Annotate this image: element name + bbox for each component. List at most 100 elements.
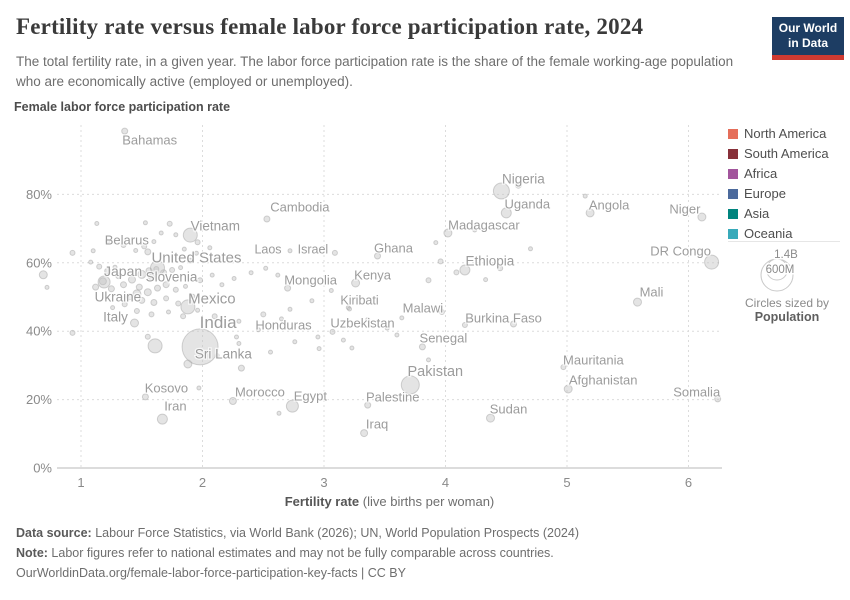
data-point[interactable] [426, 357, 431, 363]
data-point-ghana[interactable] [374, 252, 381, 260]
data-point-dr-congo[interactable] [704, 254, 720, 270]
data-point[interactable] [384, 325, 390, 331]
data-point[interactable] [248, 270, 254, 276]
data-point[interactable] [433, 240, 439, 246]
data-point[interactable] [231, 276, 237, 281]
data-point-pakistan[interactable] [400, 375, 420, 395]
data-point-palestine[interactable] [364, 401, 372, 409]
data-point[interactable] [345, 305, 351, 311]
data-point[interactable] [260, 311, 267, 318]
data-point[interactable] [211, 313, 218, 320]
data-point[interactable] [98, 277, 107, 286]
legend-item-africa[interactable]: Africa [728, 166, 846, 181]
data-point[interactable] [94, 221, 100, 226]
data-point[interactable] [69, 249, 76, 256]
data-point-morocco[interactable] [228, 397, 237, 405]
data-point[interactable] [104, 267, 112, 275]
data-point[interactable] [141, 243, 148, 250]
data-point-senegal[interactable] [418, 343, 426, 351]
data-point[interactable] [69, 329, 76, 336]
data-point[interactable] [255, 327, 261, 333]
data-point[interactable] [437, 258, 444, 265]
data-point[interactable] [135, 283, 143, 291]
data-point-bahamas[interactable] [121, 127, 129, 135]
data-point[interactable] [147, 338, 163, 354]
data-point[interactable] [193, 250, 199, 256]
data-point[interactable] [214, 353, 220, 358]
data-point[interactable] [315, 334, 321, 340]
data-point[interactable] [194, 239, 201, 246]
data-point[interactable] [180, 313, 187, 320]
data-point[interactable] [173, 232, 179, 238]
data-point[interactable] [209, 272, 215, 278]
data-point-kenya[interactable] [351, 278, 361, 288]
data-point[interactable] [151, 239, 157, 245]
data-point-kiribati[interactable] [347, 306, 352, 312]
data-point-mauritania[interactable] [560, 364, 567, 371]
data-point[interactable] [309, 298, 315, 304]
data-point[interactable] [137, 269, 147, 279]
data-point[interactable] [394, 332, 400, 338]
data-point[interactable] [181, 246, 187, 252]
data-point[interactable] [120, 281, 127, 289]
data-point[interactable] [126, 293, 134, 301]
data-point[interactable] [166, 309, 171, 315]
data-point-japan[interactable] [97, 275, 111, 289]
data-point[interactable] [148, 311, 155, 318]
data-point[interactable] [38, 270, 48, 280]
data-point[interactable] [105, 238, 111, 244]
data-point[interactable] [144, 333, 151, 340]
data-point-vietnam[interactable] [182, 227, 198, 243]
data-point[interactable] [461, 322, 468, 328]
data-point[interactable] [44, 284, 50, 290]
data-point[interactable] [120, 242, 127, 248]
data-point-kosovo[interactable] [141, 393, 149, 401]
data-point-iran[interactable] [156, 413, 168, 425]
data-point[interactable] [219, 282, 225, 288]
data-point[interactable] [196, 385, 202, 391]
data-point-mali[interactable] [633, 297, 642, 307]
data-point[interactable] [497, 265, 504, 272]
data-point[interactable] [183, 359, 193, 369]
data-point[interactable] [287, 306, 293, 312]
legend-item-north-america[interactable]: North America [728, 126, 846, 141]
data-point[interactable] [128, 275, 136, 284]
owid-logo[interactable]: Our World in Data [772, 17, 844, 60]
data-point-madagascar[interactable] [443, 228, 453, 238]
data-point[interactable] [328, 288, 334, 293]
data-point[interactable] [178, 265, 184, 271]
data-point[interactable] [143, 288, 152, 297]
data-point-nigeria[interactable] [492, 182, 510, 200]
data-point[interactable] [582, 193, 588, 199]
footer-url[interactable]: OurWorldinData.org/female-labor-force-pa… [16, 565, 358, 580]
data-point[interactable] [142, 220, 148, 226]
data-point[interactable] [110, 305, 116, 311]
data-point[interactable] [175, 300, 182, 307]
data-point[interactable] [187, 257, 194, 264]
data-point[interactable] [399, 315, 405, 321]
data-point-ethiopia[interactable] [459, 264, 471, 276]
data-point[interactable] [112, 264, 118, 270]
data-point[interactable] [276, 410, 282, 416]
data-point-angola[interactable] [585, 208, 595, 218]
data-point-mexico[interactable] [180, 299, 196, 315]
data-point[interactable] [268, 349, 273, 355]
data-point-iraq[interactable] [360, 429, 369, 438]
data-point[interactable] [234, 334, 239, 340]
data-point[interactable] [236, 318, 242, 324]
data-point[interactable] [263, 265, 269, 271]
data-point[interactable] [275, 272, 281, 278]
data-point[interactable] [195, 307, 201, 313]
data-point[interactable] [150, 299, 158, 306]
legend-item-asia[interactable]: Asia [728, 206, 846, 221]
data-point[interactable] [96, 263, 103, 270]
data-point[interactable] [153, 266, 160, 272]
data-point-uzbekistan[interactable] [329, 328, 336, 335]
data-point[interactable] [207, 245, 213, 251]
data-point-egypt[interactable] [285, 399, 299, 413]
data-point[interactable] [169, 267, 176, 273]
data-point[interactable] [365, 317, 371, 323]
data-point-malawi[interactable] [438, 309, 445, 315]
data-point-laos[interactable] [287, 248, 293, 254]
data-point[interactable] [163, 295, 170, 302]
